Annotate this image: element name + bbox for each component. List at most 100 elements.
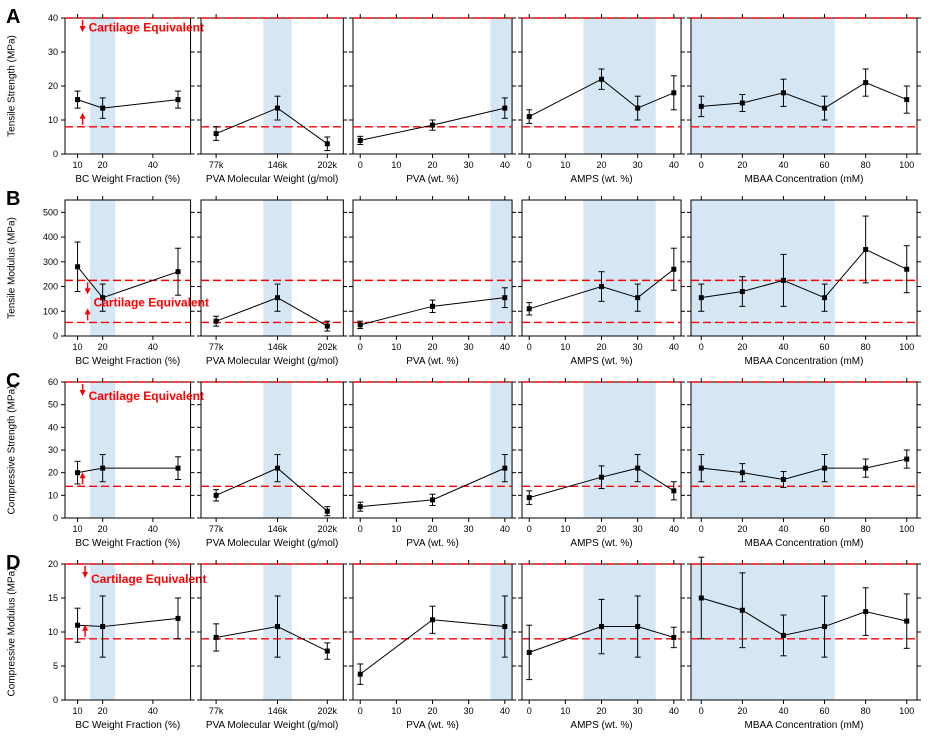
- svg-text:77k: 77k: [208, 342, 223, 352]
- svg-text:146k: 146k: [267, 524, 287, 534]
- svg-text:20: 20: [48, 468, 58, 478]
- svg-text:40: 40: [500, 342, 510, 352]
- svg-text:400: 400: [43, 232, 58, 242]
- svg-text:PVA Molecular Weight (g/mol): PVA Molecular Weight (g/mol): [205, 174, 337, 185]
- subplot-C-amps: 010203040AMPS (wt. %): [522, 374, 681, 556]
- svg-text:PVA (wt. %): PVA (wt. %): [406, 356, 459, 367]
- svg-text:BC Weight Fraction (%): BC Weight Fraction (%): [75, 174, 180, 185]
- svg-text:77k: 77k: [208, 706, 223, 716]
- svg-text:10: 10: [48, 627, 58, 637]
- svg-text:146k: 146k: [267, 706, 287, 716]
- svg-text:30: 30: [48, 47, 58, 57]
- svg-text:0: 0: [527, 160, 532, 170]
- svg-text:202k: 202k: [317, 524, 337, 534]
- subplot-D-pva_mw: 77k146k202kPVA Molecular Weight (g/mol): [201, 556, 343, 738]
- subplot-B-amps: 010203040AMPS (wt. %): [522, 192, 681, 374]
- svg-text:20: 20: [98, 160, 108, 170]
- svg-text:10: 10: [48, 115, 58, 125]
- svg-text:30: 30: [464, 342, 474, 352]
- svg-text:77k: 77k: [208, 160, 223, 170]
- subplot-D-amps: 010203040AMPS (wt. %): [522, 556, 681, 738]
- svg-text:20: 20: [427, 342, 437, 352]
- svg-text:0: 0: [53, 331, 58, 341]
- svg-text:20: 20: [596, 524, 606, 534]
- svg-text:30: 30: [633, 342, 643, 352]
- svg-text:10: 10: [391, 706, 401, 716]
- svg-text:20: 20: [737, 160, 747, 170]
- svg-text:40: 40: [500, 524, 510, 534]
- svg-text:30: 30: [464, 524, 474, 534]
- svg-text:Cartilage Equivalent: Cartilage Equivalent: [89, 21, 204, 35]
- svg-text:0: 0: [699, 342, 704, 352]
- svg-text:20: 20: [737, 342, 747, 352]
- svg-text:10: 10: [560, 706, 570, 716]
- svg-text:20: 20: [596, 342, 606, 352]
- svg-text:30: 30: [48, 445, 58, 455]
- svg-text:300: 300: [43, 257, 58, 267]
- svg-text:PVA (wt. %): PVA (wt. %): [406, 174, 459, 185]
- svg-text:0: 0: [699, 160, 704, 170]
- subplot-A-pva: 010203040PVA (wt. %): [353, 10, 512, 192]
- svg-text:100: 100: [899, 524, 914, 534]
- svg-text:60: 60: [820, 160, 830, 170]
- svg-text:10: 10: [560, 160, 570, 170]
- svg-text:PVA Molecular Weight (g/mol): PVA Molecular Weight (g/mol): [205, 356, 337, 367]
- svg-text:0: 0: [358, 160, 363, 170]
- svg-text:146k: 146k: [267, 342, 287, 352]
- svg-text:20: 20: [737, 706, 747, 716]
- svg-text:40: 40: [148, 706, 158, 716]
- subplot-D-mbaa: 020406080100MBAA Concentration (mM): [691, 556, 917, 738]
- subplot-C-pva: 010203040PVA (wt. %): [353, 374, 512, 556]
- svg-text:MBAA Concentration (mM): MBAA Concentration (mM): [745, 356, 864, 367]
- svg-text:BC Weight Fraction (%): BC Weight Fraction (%): [75, 538, 180, 549]
- svg-text:202k: 202k: [317, 160, 337, 170]
- svg-text:40: 40: [669, 706, 679, 716]
- svg-text:0: 0: [699, 524, 704, 534]
- svg-text:60: 60: [820, 342, 830, 352]
- svg-text:BC Weight Fraction (%): BC Weight Fraction (%): [75, 720, 180, 731]
- svg-text:10: 10: [560, 524, 570, 534]
- svg-text:0: 0: [527, 342, 532, 352]
- subplot-C-mbaa: 020406080100MBAA Concentration (mM): [691, 374, 917, 556]
- svg-text:500: 500: [43, 207, 58, 217]
- svg-text:0: 0: [53, 513, 58, 523]
- subplot-A-pva_mw: 77k 146k 202k PVA Molecular Weight (g/mol): [201, 10, 343, 192]
- svg-text:20: 20: [98, 706, 108, 716]
- svg-text:0: 0: [358, 342, 363, 352]
- svg-text:20: 20: [596, 160, 606, 170]
- svg-text:146k: 146k: [267, 160, 287, 170]
- svg-text:20: 20: [98, 342, 108, 352]
- panel-letter-A: A: [6, 6, 20, 29]
- svg-text:100: 100: [899, 342, 914, 352]
- subplot-B-pva: 010203040PVA (wt. %): [353, 192, 512, 374]
- svg-text:40: 40: [778, 160, 788, 170]
- subplot-A-bc: 010203040102040BC Weight Fraction (%)Car…: [65, 10, 191, 192]
- svg-text:20: 20: [427, 524, 437, 534]
- svg-text:10: 10: [73, 342, 83, 352]
- svg-text:20: 20: [596, 706, 606, 716]
- svg-text:0: 0: [53, 695, 58, 705]
- svg-text:AMPS (wt. %): AMPS (wt. %): [570, 538, 632, 549]
- subplot-D-bc: 05101520102040BC Weight Fraction (%)Cart…: [65, 556, 191, 738]
- svg-text:40: 40: [48, 422, 58, 432]
- svg-text:MBAA Concentration (mM): MBAA Concentration (mM): [745, 538, 864, 549]
- svg-text:80: 80: [861, 524, 871, 534]
- svg-text:100: 100: [899, 160, 914, 170]
- svg-text:20: 20: [98, 524, 108, 534]
- y-axis-label: Compressive Modulus (MPa): [7, 568, 18, 697]
- svg-text:0: 0: [53, 149, 58, 159]
- svg-text:20: 20: [427, 706, 437, 716]
- svg-text:10: 10: [48, 490, 58, 500]
- subplot-C-bc: 0102030405060102040BC Weight Fraction (%…: [65, 374, 191, 556]
- svg-text:Cartilage Equivalent: Cartilage Equivalent: [91, 572, 206, 586]
- svg-text:30: 30: [464, 706, 474, 716]
- svg-text:10: 10: [73, 160, 83, 170]
- panel-letter-B: B: [6, 188, 20, 211]
- svg-text:AMPS (wt. %): AMPS (wt. %): [570, 174, 632, 185]
- svg-text:0: 0: [699, 706, 704, 716]
- svg-text:60: 60: [48, 377, 58, 387]
- svg-text:60: 60: [820, 524, 830, 534]
- svg-text:40: 40: [500, 706, 510, 716]
- svg-text:10: 10: [73, 706, 83, 716]
- svg-text:30: 30: [464, 160, 474, 170]
